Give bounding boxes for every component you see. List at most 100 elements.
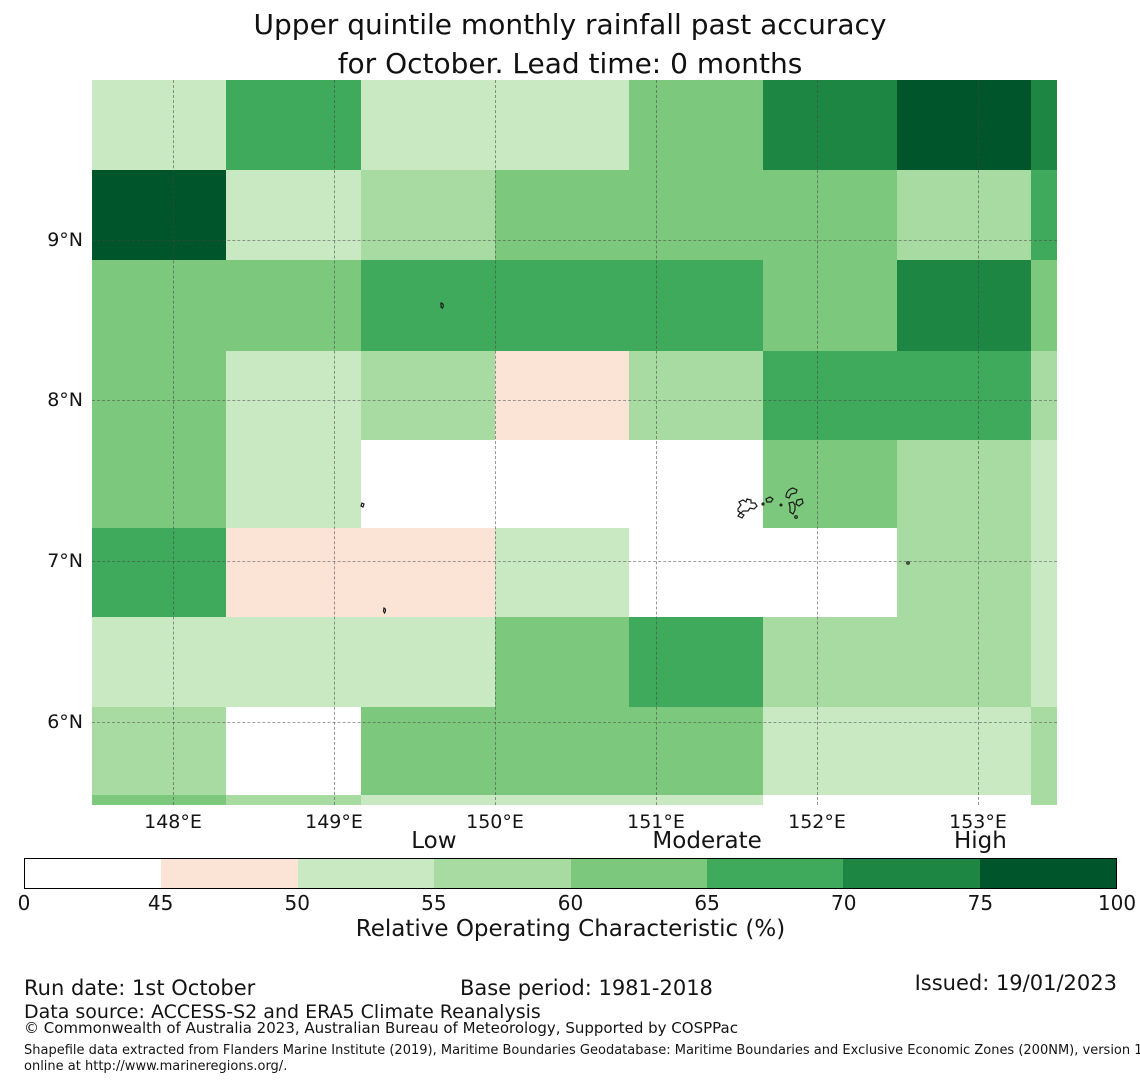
map-cell bbox=[763, 528, 897, 617]
map-cell bbox=[763, 617, 897, 707]
map-cell bbox=[1031, 795, 1057, 805]
map-cell bbox=[1031, 351, 1057, 440]
map-cell bbox=[763, 440, 897, 528]
colorbar-tick-label: 75 bbox=[967, 891, 994, 915]
map-area bbox=[92, 80, 1057, 805]
latitude-gridline bbox=[92, 561, 1057, 562]
map-cell bbox=[1031, 80, 1057, 170]
map-cell bbox=[361, 795, 495, 805]
map-cell bbox=[629, 170, 763, 260]
map-cell bbox=[361, 351, 495, 440]
x-axis-tick-label: 153°E bbox=[949, 811, 1007, 833]
map-cell bbox=[897, 795, 1031, 805]
map-cell bbox=[226, 707, 361, 795]
colorbar-class-label: Low bbox=[411, 828, 457, 854]
map-cell bbox=[1031, 528, 1057, 617]
longitude-gridline bbox=[656, 80, 657, 805]
map-cell bbox=[495, 170, 629, 260]
map-cell bbox=[1031, 707, 1057, 795]
map-cell bbox=[1031, 260, 1057, 351]
map-cell bbox=[361, 440, 495, 528]
map-cell bbox=[897, 351, 1031, 440]
shapefile-note-line2: online at http://www.marineregions.org/. bbox=[24, 1059, 288, 1074]
colorbar-segment bbox=[570, 859, 707, 888]
y-axis-tick-label: 7°N bbox=[47, 550, 83, 572]
map-cell bbox=[763, 707, 897, 795]
map-cell bbox=[92, 528, 226, 617]
chart-title-line2: for October. Lead time: 0 months bbox=[337, 47, 803, 80]
x-axis-tick-label: 150°E bbox=[466, 811, 524, 833]
map-cell bbox=[92, 170, 226, 260]
data-source-text: Data source: ACCESS-S2 and ERA5 Climate … bbox=[24, 1001, 541, 1023]
map-cell bbox=[1031, 440, 1057, 528]
map-cell bbox=[92, 707, 226, 795]
y-axis-tick-label: 8°N bbox=[47, 389, 83, 411]
colorbar-tick-label: 65 bbox=[694, 891, 720, 915]
map-cell bbox=[629, 260, 763, 351]
run-date-text: Run date: 1st October bbox=[24, 976, 256, 1000]
map-cell bbox=[1031, 617, 1057, 707]
map-cell bbox=[92, 440, 226, 528]
map-cell bbox=[361, 707, 495, 795]
colorbar-segment bbox=[706, 859, 844, 888]
latitude-gridline bbox=[92, 722, 1057, 723]
longitude-gridline bbox=[173, 80, 174, 805]
colorbar-segment bbox=[434, 859, 571, 888]
map-cell bbox=[495, 617, 629, 707]
colorbar-class-label: High bbox=[953, 828, 1007, 854]
map-cell bbox=[361, 80, 495, 170]
map-cell bbox=[763, 351, 897, 440]
colorbar bbox=[24, 858, 1117, 889]
longitude-gridline bbox=[978, 80, 979, 805]
map-cell bbox=[629, 440, 763, 528]
map-cell bbox=[226, 351, 361, 440]
map-cell bbox=[361, 528, 495, 617]
latitude-gridline bbox=[92, 240, 1057, 241]
map-cell bbox=[629, 707, 763, 795]
map-cell bbox=[495, 528, 629, 617]
map-cell bbox=[226, 528, 361, 617]
longitude-gridline bbox=[817, 80, 818, 805]
colorbar-tick-label: 50 bbox=[284, 891, 310, 915]
map-cell bbox=[92, 80, 226, 170]
colorbar-class-label: Moderate bbox=[652, 828, 762, 854]
map-cell bbox=[763, 80, 897, 170]
colorbar-tick-label: 100 bbox=[1097, 891, 1137, 915]
map-cell bbox=[495, 351, 629, 440]
chart-title-line1: Upper quintile monthly rainfall past acc… bbox=[253, 8, 887, 41]
map-cell bbox=[629, 795, 763, 805]
x-axis-tick-label: 152°E bbox=[788, 811, 846, 833]
map-cell bbox=[629, 80, 763, 170]
map-cell bbox=[361, 170, 495, 260]
colorbar-segment bbox=[297, 859, 435, 888]
map-cell bbox=[495, 80, 629, 170]
colorbar-segment bbox=[25, 859, 162, 888]
issued-date-text: Issued: 19/01/2023 bbox=[914, 971, 1117, 995]
map-cell bbox=[226, 80, 361, 170]
map-cell bbox=[226, 795, 361, 805]
shapefile-note-line1: Shapefile data extracted from Flanders M… bbox=[24, 1043, 1140, 1058]
map-cell bbox=[226, 170, 361, 260]
map-cell bbox=[897, 707, 1031, 795]
map-cell bbox=[897, 170, 1031, 260]
colorbar-segment bbox=[843, 859, 980, 888]
map-cell bbox=[897, 528, 1031, 617]
map-cell bbox=[226, 617, 361, 707]
map-cell bbox=[897, 80, 1031, 170]
x-axis-tick-label: 148°E bbox=[144, 811, 202, 833]
colorbar-tick-label: 45 bbox=[147, 891, 174, 915]
map-cell bbox=[92, 351, 226, 440]
map-cell bbox=[763, 170, 897, 260]
colorbar-segment bbox=[979, 859, 1116, 888]
map-cell bbox=[92, 795, 226, 805]
colorbar-segment bbox=[161, 859, 298, 888]
y-axis-tick-label: 9°N bbox=[47, 229, 83, 251]
x-axis-tick-label: 149°E bbox=[305, 811, 363, 833]
map-cell bbox=[226, 440, 361, 528]
colorbar-tick-label: 55 bbox=[421, 891, 447, 915]
base-period-text: Base period: 1981-2018 bbox=[460, 976, 713, 1000]
map-cell bbox=[361, 617, 495, 707]
longitude-gridline bbox=[334, 80, 335, 805]
copyright-text: © Commonwealth of Australia 2023, Austra… bbox=[24, 1019, 738, 1037]
